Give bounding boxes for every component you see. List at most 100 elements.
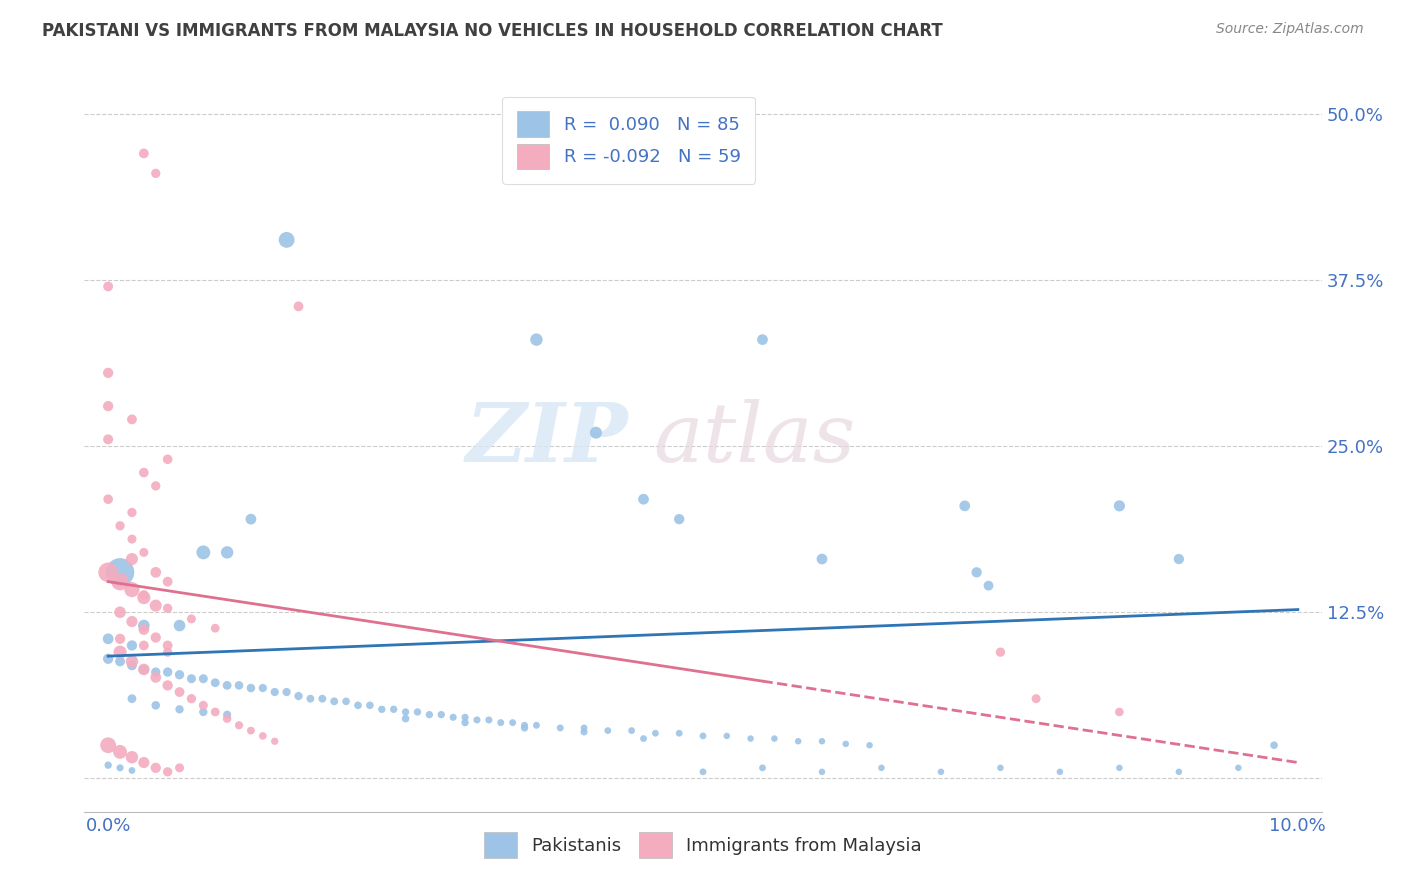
Point — [811, 734, 834, 748]
Legend: Pakistanis, Immigrants from Malaysia: Pakistanis, Immigrants from Malaysia — [470, 818, 936, 872]
Point — [193, 672, 215, 686]
Point — [217, 678, 239, 692]
Point — [121, 615, 143, 629]
Point — [132, 588, 155, 602]
Point — [204, 705, 226, 719]
Point — [217, 707, 239, 722]
Point — [252, 681, 274, 695]
Point — [121, 412, 143, 426]
Point — [180, 672, 202, 686]
Point — [145, 670, 167, 684]
Point — [97, 758, 120, 772]
Point — [1108, 761, 1130, 775]
Point — [668, 726, 690, 740]
Point — [478, 713, 501, 727]
Point — [751, 333, 773, 347]
Point — [121, 639, 143, 653]
Point — [418, 707, 440, 722]
Point — [489, 715, 512, 730]
Point — [145, 566, 167, 580]
Point — [228, 678, 250, 692]
Point — [835, 737, 858, 751]
Point — [441, 710, 464, 724]
Point — [97, 492, 120, 507]
Point — [217, 545, 239, 559]
Point — [1108, 499, 1130, 513]
Point — [263, 685, 285, 699]
Text: atlas: atlas — [654, 399, 856, 479]
Point — [633, 492, 655, 507]
Point — [108, 761, 131, 775]
Point — [169, 685, 191, 699]
Point — [156, 574, 179, 589]
Point — [193, 698, 215, 713]
Text: ZIP: ZIP — [467, 399, 628, 479]
Text: PAKISTANI VS IMMIGRANTS FROM MALAYSIA NO VEHICLES IN HOUSEHOLD CORRELATION CHART: PAKISTANI VS IMMIGRANTS FROM MALAYSIA NO… — [42, 22, 943, 40]
Point — [811, 552, 834, 566]
Point — [513, 721, 536, 735]
Point — [97, 366, 120, 380]
Point — [169, 667, 191, 681]
Point — [121, 691, 143, 706]
Point — [276, 233, 298, 247]
Point — [156, 601, 179, 615]
Point — [239, 723, 262, 738]
Point — [132, 623, 155, 637]
Point — [276, 685, 298, 699]
Point — [585, 425, 607, 440]
Point — [108, 605, 131, 619]
Point — [430, 707, 453, 722]
Point — [193, 545, 215, 559]
Point — [145, 631, 167, 645]
Point — [572, 725, 595, 739]
Point — [132, 756, 155, 770]
Point — [668, 512, 690, 526]
Point — [132, 591, 155, 605]
Point — [811, 764, 834, 779]
Point — [132, 146, 155, 161]
Point — [740, 731, 762, 746]
Point — [121, 582, 143, 597]
Point — [156, 678, 179, 692]
Point — [572, 721, 595, 735]
Point — [929, 764, 952, 779]
Point — [633, 731, 655, 746]
Point — [156, 665, 179, 679]
Point — [1167, 552, 1189, 566]
Point — [121, 655, 143, 669]
Point — [121, 552, 143, 566]
Point — [193, 705, 215, 719]
Point — [145, 698, 167, 713]
Point — [990, 645, 1012, 659]
Point — [323, 694, 346, 708]
Point — [108, 632, 131, 646]
Point — [169, 761, 191, 775]
Point — [121, 764, 143, 778]
Point — [132, 466, 155, 480]
Point — [716, 729, 738, 743]
Point — [132, 545, 155, 559]
Point — [513, 718, 536, 732]
Point — [145, 761, 167, 775]
Point — [156, 764, 179, 779]
Point — [228, 718, 250, 732]
Point — [239, 681, 262, 695]
Point — [108, 655, 131, 669]
Point — [169, 702, 191, 716]
Point — [596, 723, 619, 738]
Point — [870, 761, 893, 775]
Point — [97, 652, 120, 666]
Point — [97, 399, 120, 413]
Point — [97, 632, 120, 646]
Point — [145, 665, 167, 679]
Point — [1167, 764, 1189, 779]
Point — [132, 662, 155, 676]
Point — [121, 658, 143, 673]
Point — [465, 713, 488, 727]
Point — [108, 645, 131, 659]
Point — [132, 618, 155, 632]
Point — [359, 698, 381, 713]
Point — [132, 639, 155, 653]
Point — [252, 729, 274, 743]
Point — [371, 702, 394, 716]
